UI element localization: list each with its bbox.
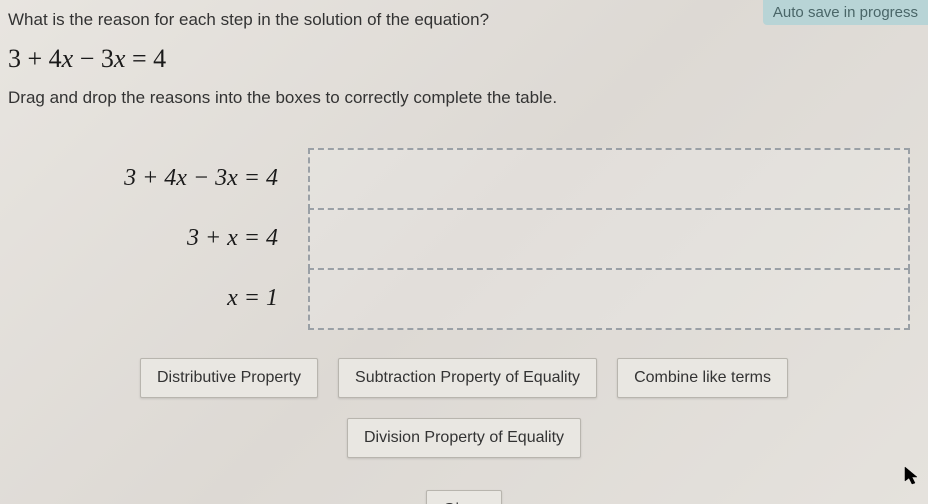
step-equation: 3 + 4x − 3x = 4: [68, 165, 288, 192]
content-area: What is the reason for each step in the …: [0, 0, 928, 504]
instruction-text: Drag and drop the reasons into the boxes…: [8, 88, 920, 108]
reason-drop-zone[interactable]: [308, 208, 910, 270]
autosave-badge: Auto save in progress: [763, 0, 928, 25]
drop-column: [308, 148, 910, 328]
tile-subtraction-property[interactable]: Subtraction Property of Equality: [338, 358, 597, 398]
reason-drop-zone[interactable]: [308, 148, 910, 210]
steps-column: 3 + 4x − 3x = 4 3 + x = 4 x = 1: [68, 148, 288, 328]
tile-combine-like-terms[interactable]: Combine like terms: [617, 358, 788, 398]
step-equation: 3 + x = 4: [68, 225, 288, 252]
step-equation: x = 1: [68, 285, 288, 312]
tile-distributive-property[interactable]: Distributive Property: [140, 358, 318, 398]
tiles-row-2: Given: [28, 490, 900, 504]
tile-division-property[interactable]: Division Property of Equality: [347, 418, 581, 458]
main-equation: 3 + 4x − 3x = 4: [8, 44, 920, 74]
reason-drop-zone[interactable]: [308, 268, 910, 330]
proof-table: 3 + 4x − 3x = 4 3 + x = 4 x = 1: [68, 148, 920, 328]
answer-tiles-area: Distributive Property Subtraction Proper…: [8, 358, 920, 504]
tile-given[interactable]: Given: [426, 490, 502, 504]
